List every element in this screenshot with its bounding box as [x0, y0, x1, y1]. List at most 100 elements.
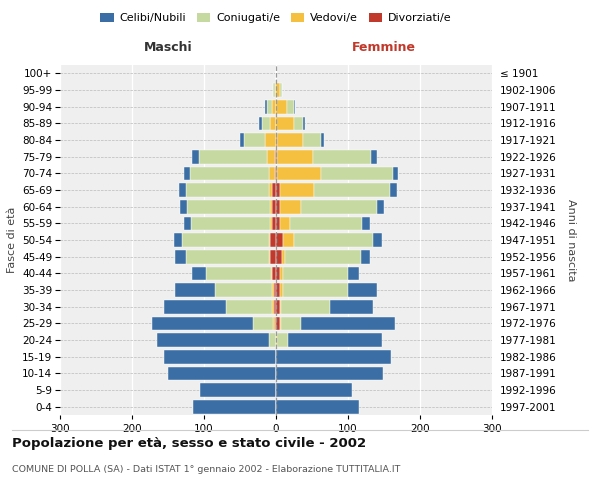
Bar: [276, 166, 277, 180]
Bar: [362, 216, 370, 230]
Bar: [373, 233, 382, 247]
Bar: [269, 233, 270, 247]
Bar: [179, 183, 186, 197]
Bar: [244, 133, 265, 147]
Bar: [270, 200, 272, 213]
Bar: [193, 400, 276, 413]
Bar: [269, 333, 276, 347]
Bar: [174, 233, 182, 247]
Bar: [276, 83, 280, 97]
Bar: [270, 250, 276, 264]
Bar: [273, 316, 275, 330]
Bar: [283, 283, 348, 297]
Bar: [276, 100, 287, 114]
Bar: [265, 133, 276, 147]
Bar: [187, 200, 270, 213]
Bar: [186, 250, 269, 264]
Bar: [276, 233, 283, 247]
Bar: [186, 183, 269, 197]
Bar: [283, 233, 294, 247]
Bar: [276, 366, 383, 380]
Bar: [271, 266, 272, 280]
Bar: [270, 216, 272, 230]
Text: Maschi: Maschi: [143, 41, 193, 54]
Bar: [276, 183, 280, 197]
Bar: [294, 100, 295, 114]
Bar: [240, 133, 244, 147]
Bar: [302, 133, 320, 147]
Bar: [276, 333, 277, 347]
Bar: [276, 283, 280, 297]
Bar: [272, 200, 276, 213]
Bar: [276, 150, 277, 164]
Bar: [276, 300, 280, 314]
Bar: [280, 216, 290, 230]
Bar: [361, 250, 370, 264]
Bar: [280, 316, 281, 330]
Legend: Celibi/Nubili, Coniugati/e, Vedovi/e, Divorziati/e: Celibi/Nubili, Coniugati/e, Vedovi/e, Di…: [96, 8, 456, 28]
Y-axis label: Anni di nascita: Anni di nascita: [566, 198, 576, 281]
Bar: [272, 266, 276, 280]
Bar: [276, 383, 352, 397]
Bar: [390, 183, 397, 197]
Bar: [184, 216, 191, 230]
Bar: [280, 300, 281, 314]
Bar: [277, 333, 288, 347]
Bar: [268, 150, 275, 164]
Bar: [281, 300, 330, 314]
Bar: [314, 183, 390, 197]
Bar: [281, 316, 301, 330]
Bar: [283, 266, 348, 280]
Bar: [175, 250, 186, 264]
Bar: [302, 116, 305, 130]
Bar: [164, 350, 276, 364]
Bar: [274, 283, 276, 297]
Bar: [190, 166, 269, 180]
Bar: [200, 383, 276, 397]
Bar: [182, 233, 269, 247]
Bar: [280, 183, 314, 197]
Bar: [259, 116, 262, 130]
Bar: [294, 233, 373, 247]
Bar: [320, 133, 324, 147]
Bar: [371, 150, 377, 164]
Bar: [206, 266, 271, 280]
Bar: [275, 150, 276, 164]
Bar: [152, 316, 253, 330]
Bar: [192, 150, 199, 164]
Bar: [276, 216, 280, 230]
Bar: [253, 316, 273, 330]
Bar: [191, 216, 270, 230]
Text: Popolazione per età, sesso e stato civile - 2002: Popolazione per età, sesso e stato civil…: [12, 438, 366, 450]
Bar: [266, 100, 272, 114]
Bar: [392, 166, 398, 180]
Bar: [180, 200, 187, 213]
Bar: [275, 316, 276, 330]
Bar: [226, 300, 272, 314]
Bar: [276, 200, 280, 213]
Bar: [157, 333, 269, 347]
Bar: [280, 83, 282, 97]
Bar: [290, 216, 362, 230]
Bar: [276, 400, 359, 413]
Bar: [313, 150, 371, 164]
Bar: [276, 116, 294, 130]
Bar: [280, 283, 283, 297]
Bar: [270, 233, 276, 247]
Bar: [320, 166, 392, 180]
Bar: [270, 116, 276, 130]
Bar: [272, 283, 274, 297]
Bar: [276, 266, 280, 280]
Bar: [164, 300, 226, 314]
Bar: [377, 200, 384, 213]
Bar: [276, 350, 391, 364]
Bar: [269, 183, 272, 197]
Bar: [275, 166, 276, 180]
Bar: [277, 150, 313, 164]
Bar: [274, 300, 276, 314]
Bar: [301, 316, 395, 330]
Bar: [168, 366, 276, 380]
Bar: [277, 133, 302, 147]
Bar: [273, 83, 275, 97]
Bar: [272, 183, 276, 197]
